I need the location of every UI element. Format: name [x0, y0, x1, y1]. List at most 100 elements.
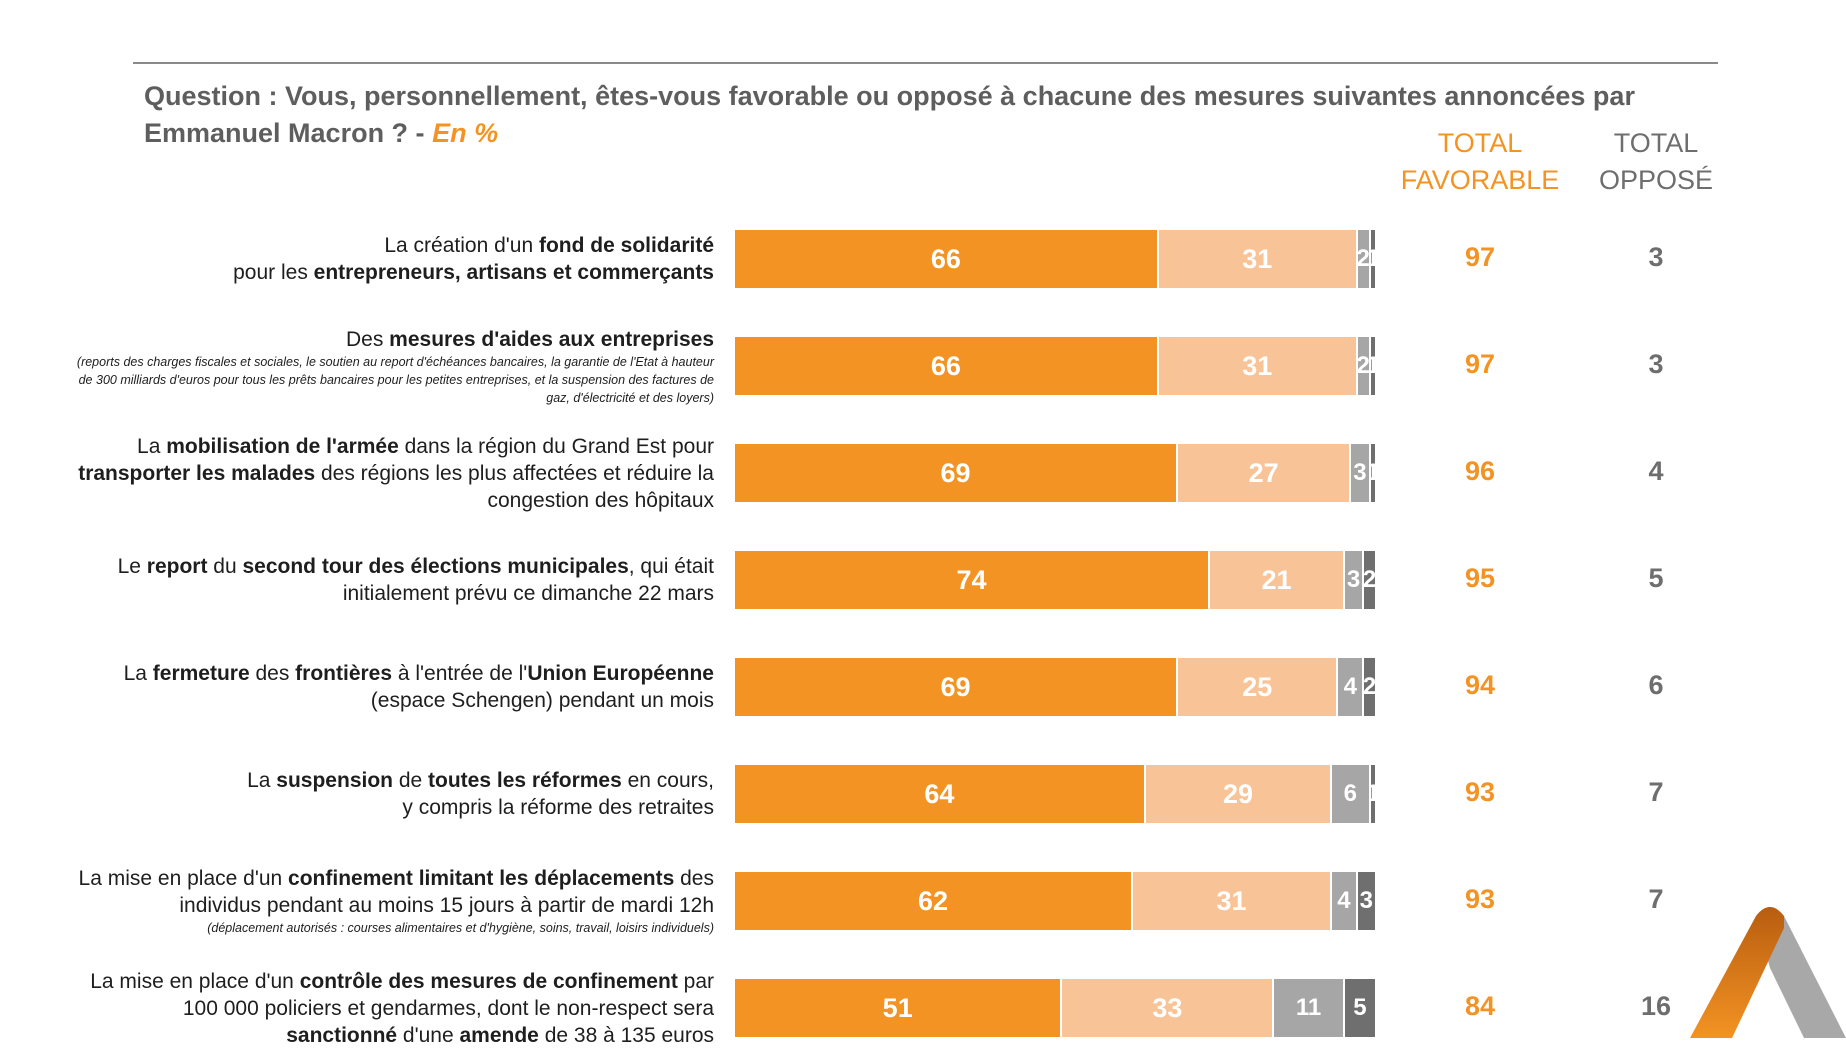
bar-segment-plutot-favorable: 27 — [1177, 444, 1352, 502]
total-oppose-value: 3 — [1648, 242, 1664, 272]
label-bold-text: sanctionné — [286, 1023, 398, 1047]
label-text: du — [207, 555, 243, 578]
total-oppose-value: 4 — [1648, 456, 1664, 486]
stacked-bar: 642961 — [735, 765, 1377, 823]
label-text: des — [249, 662, 296, 685]
total-oppose-value: 3 — [1648, 349, 1664, 379]
stacked-bar: 51 33 11 5 — [735, 979, 1377, 1037]
stacked-bar: 663121 — [735, 230, 1377, 288]
label-text: par 100 000 policiers et gendarmes, dont… — [182, 969, 714, 1020]
label-text: Des — [345, 327, 390, 351]
chart-row: La mobilisation de l'armée dans la régio… — [0, 435, 1846, 522]
label-bold-text: fond de solidarité — [538, 234, 714, 257]
total-oppose-value: 5 — [1648, 563, 1664, 593]
label-bold-text: second tour des élections municipales — [242, 555, 629, 578]
question-text: Question : Vous, personnellement, êtes-v… — [144, 81, 1635, 148]
bar-segment-plutot-oppose: 4 — [1338, 658, 1365, 716]
label-text: d'une — [397, 1023, 460, 1047]
label-bold-text: mesures d'aides aux entreprises — [389, 327, 714, 351]
header-total-oppose: TOTAL OPPOSÉ — [1598, 128, 1714, 195]
label-bold-text: entrepreneurs, artisans et commerçants — [313, 261, 714, 284]
bar-segment-tout-a-fait-favorable: 51 — [735, 979, 1063, 1037]
stacked-bar: 69 25 4 2 — [735, 658, 1377, 716]
bar-segment-plutot-oppose: 11 — [1274, 979, 1345, 1037]
stacked-bar: 692731 — [735, 444, 1377, 502]
label-text: La — [137, 434, 167, 458]
chart-row: La fermeture des frontières à l'entrée d… — [0, 656, 1846, 736]
bar-segment-plutot-oppose: 3 — [1344, 551, 1365, 609]
label-note: (déplacement autorisés : courses aliment… — [207, 921, 714, 935]
label-bold-text: Union Européenne — [527, 662, 714, 685]
label-text: La création d'un — [384, 234, 539, 257]
question-unit: En % — [432, 118, 499, 148]
chart-row: Des mesures d'aides aux entreprises (repo… — [0, 328, 1846, 415]
label-text: en cours, y compris la réforme des retra… — [402, 769, 714, 819]
label-text: , qui était initialement prévu ce dimanc… — [342, 555, 714, 605]
label-bold-text: transporter les malades — [78, 461, 316, 485]
row-label: La suspension de toutes les réformes en … — [74, 767, 714, 821]
label-bold-text: fermeture — [152, 662, 250, 685]
bar-segment-tout-a-fait-favorable: 66 — [735, 337, 1159, 395]
label-text: pour les — [233, 261, 314, 284]
total-favorable-value: 96 — [1464, 456, 1496, 486]
label-bold-text: mobilisation de l'armée — [166, 434, 399, 458]
bar-segment-tout-a-fait-oppose: 2 — [1364, 551, 1377, 609]
chart-row: La mise en place d'un confinement limita… — [0, 867, 1846, 950]
label-bold-text: frontières — [295, 662, 393, 685]
label-text: (espace Schengen) pendant un mois — [370, 689, 714, 712]
bar-segment-tout-a-fait-favorable: 62 — [735, 872, 1134, 930]
stacked-bar: 62 31 4 3 — [735, 872, 1377, 930]
bar-segment-tout-a-fait-favorable: 74 — [735, 551, 1211, 609]
total-oppose-value: 6 — [1648, 670, 1664, 700]
bar-segment-plutot-favorable: 31 — [1133, 872, 1333, 930]
bar-segment-plutot-favorable: 31 — [1158, 230, 1358, 288]
total-favorable-value: 97 — [1464, 349, 1496, 379]
total-favorable-value: 93 — [1464, 777, 1496, 807]
bar-segment-plutot-favorable: 21 — [1210, 551, 1345, 609]
row-label: La mise en place d'un confinement limita… — [74, 865, 714, 937]
total-favorable-value: 95 — [1464, 563, 1496, 593]
total-favorable-value: 93 — [1464, 884, 1496, 914]
bar-segment-tout-a-fait-favorable: 69 — [735, 444, 1178, 502]
bar-segment-plutot-favorable: 29 — [1145, 765, 1333, 823]
chart-row: La mise en place d'un contrôle des mesur… — [0, 970, 1846, 1057]
row-label: La mobilisation de l'armée dans la régio… — [74, 433, 714, 514]
label-bold-text: amende — [459, 1023, 539, 1047]
bar-segment-tout-a-fait-oppose: 1 — [1370, 444, 1377, 502]
total-oppose-value: 7 — [1648, 884, 1664, 914]
bar-segment-tout-a-fait-oppose: 1 — [1370, 765, 1377, 823]
bar-segment-tout-a-fait-favorable: 69 — [735, 658, 1178, 716]
label-bold-text: suspension — [276, 769, 393, 792]
label-text: de — [393, 769, 429, 792]
chart-row: La suspension de toutes les réformes en … — [0, 763, 1846, 843]
bar-segment-tout-a-fait-oppose: 5 — [1344, 979, 1377, 1037]
bar-segment-tout-a-fait-oppose: 1 — [1370, 230, 1377, 288]
bar-segment-tout-a-fait-favorable: 64 — [735, 765, 1146, 823]
label-text: La mise en place d'un — [78, 867, 289, 890]
label-text: dans la région du Grand Est pour — [398, 434, 714, 458]
bar-segment-plutot-oppose: 6 — [1332, 765, 1371, 823]
bar-segment-plutot-oppose: 4 — [1332, 872, 1358, 930]
label-note: (reports des charges fiscales et sociale… — [76, 354, 714, 405]
chart-row: Le report du second tour des élections m… — [0, 549, 1846, 629]
row-label: La mise en place d'un contrôle des mesur… — [74, 968, 714, 1049]
label-text: La mise en place d'un — [90, 969, 300, 993]
label-text: des individus pendant au moins 15 jours … — [179, 867, 714, 917]
row-label: Des mesures d'aides aux entreprises (repo… — [74, 326, 714, 407]
bar-segment-tout-a-fait-favorable: 66 — [735, 230, 1159, 288]
header-total-favorable: TOTAL FAVORABLE — [1400, 128, 1560, 195]
bar-segment-plutot-favorable: 31 — [1158, 337, 1358, 395]
total-favorable-value: 94 — [1464, 670, 1496, 700]
stacked-bar: 74 21 3 2 — [735, 551, 1377, 609]
total-oppose-value: 16 — [1640, 991, 1672, 1021]
label-text: de 38 à 135 euros — [538, 1023, 714, 1047]
row-label: La création d'un fond de solidarité pour… — [74, 232, 714, 286]
stacked-bar: 663121 — [735, 337, 1377, 395]
label-text: La — [247, 769, 277, 792]
total-favorable-value: 84 — [1464, 991, 1496, 1021]
label-text: Le — [117, 555, 147, 578]
bar-segment-tout-a-fait-oppose: 1 — [1370, 337, 1377, 395]
label-bold-text: confinement limitant les déplacements — [288, 867, 675, 890]
question-title: Question : Vous, personnellement, êtes-v… — [144, 78, 1644, 152]
label-bold-text: report — [146, 555, 208, 578]
